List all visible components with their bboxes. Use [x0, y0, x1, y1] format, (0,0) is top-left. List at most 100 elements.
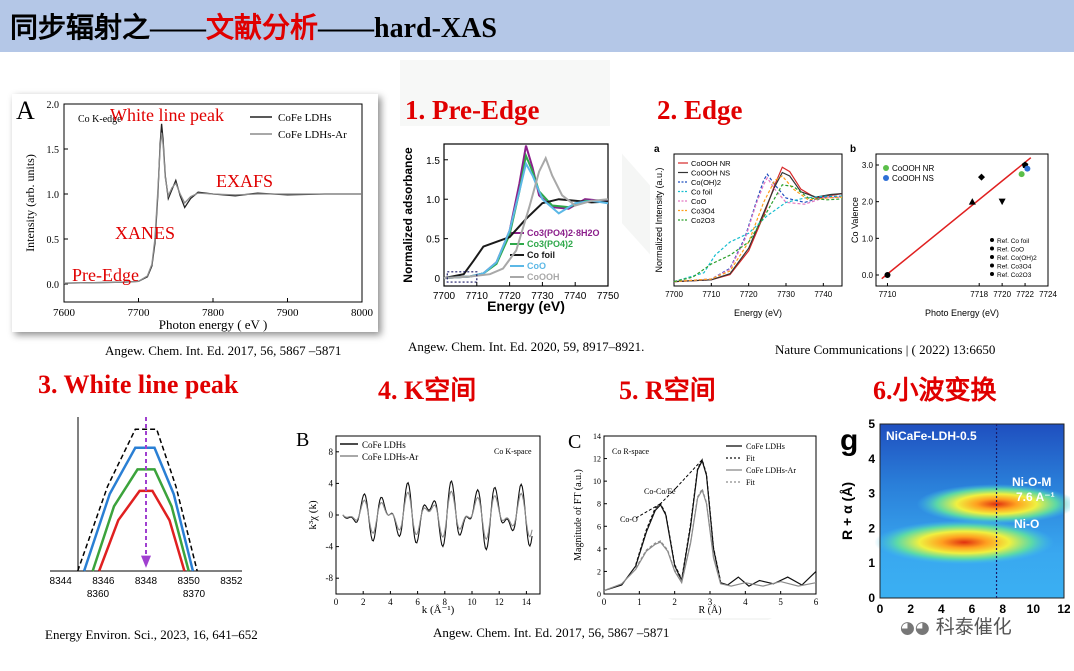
legend-label: CoFe LDHs — [362, 440, 406, 450]
annotation: XANES — [115, 223, 175, 243]
y-tick-label: 0.0 — [47, 280, 60, 291]
x-axis-label: Photon energy ( eV ) — [159, 317, 268, 332]
y-tick-label: 0.0 — [862, 271, 874, 280]
legend-label: Co foil — [691, 188, 713, 197]
panel-co-valence: 7710 7718 7720 7722 7724 0.0 1.0 2.0 3.0 Photo En… — [846, 140, 1058, 322]
x-tick-label: 2 — [672, 597, 677, 607]
y-axis-label: Magnitude of FT (a.u.) — [573, 469, 584, 561]
x-tick-label: 0 — [602, 597, 607, 607]
y-tick-label: 2 — [868, 521, 875, 535]
y-tick-label: 0 — [434, 274, 440, 285]
y-tick-label: 1 — [868, 556, 875, 570]
annotation: Ni-O-M — [1012, 475, 1051, 489]
sample-point — [1024, 165, 1031, 172]
ref-nat-comm: Nature Communications | ( 2022) 13:6650 — [775, 342, 996, 357]
x-tick-label: 7730 — [777, 290, 795, 299]
ref-point — [998, 198, 1006, 206]
title-suffix: ——hard-XAS — [318, 13, 497, 44]
y-tick-label: 0.5 — [47, 235, 60, 246]
heading-pre-edge: 1. Pre-Edge — [405, 95, 540, 125]
legend-label: CoOOH NR — [691, 159, 731, 168]
inner-label: Co R-space — [612, 447, 650, 456]
x-tick-label: 7700 — [128, 307, 151, 319]
panel-r-space: 0 1 2 3 4 5 6 0 2 4 6 8 10 12 14 R (Å) Magnitude of FT (… — [566, 428, 824, 618]
legend-label: CoOOH NS — [691, 169, 730, 178]
x-axis-label: k (Å⁻¹) — [422, 604, 455, 616]
series-line — [635, 487, 722, 584]
legend-label: Ref. Co(OH)2 — [997, 255, 1037, 262]
panel-xas-overview: 7600 7700 7800 7900 8000 0.0 0.5 1.0 1.5 2.0 Photo… — [12, 94, 378, 332]
ref-energy-environ: Energy Environ. Sci., 2023, 16, 641–652 — [45, 627, 258, 642]
x-tick-label: 4 — [388, 597, 393, 607]
legend-swatch — [883, 165, 889, 171]
plot-frame — [673, 153, 843, 287]
y-tick-label: 8 — [329, 447, 334, 457]
x-tick-label: 8348 — [135, 576, 158, 587]
chart-pre-edge: 7700 7710 7720 7730 7740 7750 0 0.5 1.0 1.5 Energy… — [401, 143, 620, 314]
series-line — [673, 195, 842, 283]
x-tick-label: 7710 — [466, 291, 489, 302]
legend-label: CoFe LDHs-Ar — [362, 452, 418, 462]
annotation-pointer — [660, 487, 677, 505]
ref-angew-2017-b: Angew. Chem. Int. Ed. 2017, 56, 5867 –58… — [433, 625, 670, 640]
x-tick-label: 7710 — [879, 290, 897, 299]
slide-title: 同步辐射之——文献分析——hard-XAS — [10, 6, 497, 46]
x-tick-label: 8370 — [183, 589, 206, 600]
y-tick-label: 3.0 — [862, 161, 874, 170]
y-tick-label: 1.0 — [862, 234, 874, 243]
heading-k-space: 4. K空间 — [378, 376, 477, 405]
y-tick-label: 1.5 — [426, 156, 440, 167]
ref-point — [884, 272, 891, 278]
x-tick-label: 7900 — [277, 307, 300, 319]
legend-label: CoO — [527, 261, 546, 271]
x-tick-label: 7740 — [564, 291, 587, 302]
series-line — [82, 446, 195, 572]
heading-r-space: 5. R空间 — [619, 376, 716, 405]
panel-letter: a — [654, 144, 660, 155]
legend-label: CoOOH NS — [892, 174, 934, 183]
heading-white-line: 3. White line peak — [38, 370, 239, 399]
heatmap-peak — [874, 520, 1055, 565]
x-tick-label: 7740 — [814, 290, 832, 299]
title-prefix: 同步辐射之—— — [10, 13, 207, 44]
x-tick-label: 12 — [495, 597, 504, 607]
x-tick-label: 7724 — [1039, 290, 1057, 299]
legend-label: Co3O4 — [691, 207, 715, 216]
panel-wavelet: 0 2 4 6 8 10 12 0 1 2 3 4 5 R + α (Å) g NiCaFe-LDH-0.5 N… — [838, 417, 1074, 618]
x-tick-label: 6 — [415, 597, 420, 607]
heading-edge: 2. Edge — [657, 95, 743, 125]
y-tick-label: 4 — [329, 478, 334, 488]
x-tick-label: 14 — [522, 597, 532, 607]
legend-label: Ref. Co foil — [997, 238, 1030, 245]
x-tick-label: 7718 — [970, 290, 988, 299]
panel-letter: A — [16, 96, 35, 125]
legend-label: Co3(PO4)2·8H2O — [527, 228, 600, 238]
ref-angew-2017: Angew. Chem. Int. Ed. 2017, 56, 5867 –58… — [105, 343, 342, 358]
legend-label: Ref. Co2O3 — [997, 272, 1032, 279]
annotation-pointer — [675, 459, 703, 489]
x-tick-label: 8346 — [92, 576, 115, 587]
x-tick-label: 1 — [637, 597, 642, 607]
x-tick-label: 8350 — [178, 576, 201, 587]
y-axis-label: R + α (Å) — [839, 482, 855, 540]
y-tick-label: 0 — [597, 590, 601, 599]
inner-label: Co K-space — [494, 447, 532, 456]
watermark-text: 科泰催化 — [935, 616, 1012, 638]
y-tick-label: -4 — [326, 542, 334, 552]
chart-co-valence: 7710 7718 7720 7722 7724 0.0 1.0 2.0 3.0 Photo En… — [850, 144, 1057, 318]
x-tick-label: 0 — [877, 602, 884, 616]
ref-point — [977, 173, 985, 181]
inner-label: NiCaFe-LDH-0.5 — [886, 429, 977, 443]
x-tick-label: 7722 — [1016, 290, 1034, 299]
annotation: Pre-Edge — [72, 265, 139, 285]
legend-swatch — [990, 246, 994, 251]
annotation-pointer — [635, 503, 661, 519]
legend-swatch — [883, 175, 889, 181]
x-tick-label: 4 — [743, 597, 748, 607]
chart-white-line: 8344 8346 8348 8350 8352 8360 8370 — [50, 417, 243, 600]
series-line — [673, 173, 843, 283]
legend-label: CoFe LDHs — [746, 442, 785, 451]
inner-label: Co K-edge — [78, 114, 122, 125]
legend-label: Fit — [746, 454, 756, 463]
